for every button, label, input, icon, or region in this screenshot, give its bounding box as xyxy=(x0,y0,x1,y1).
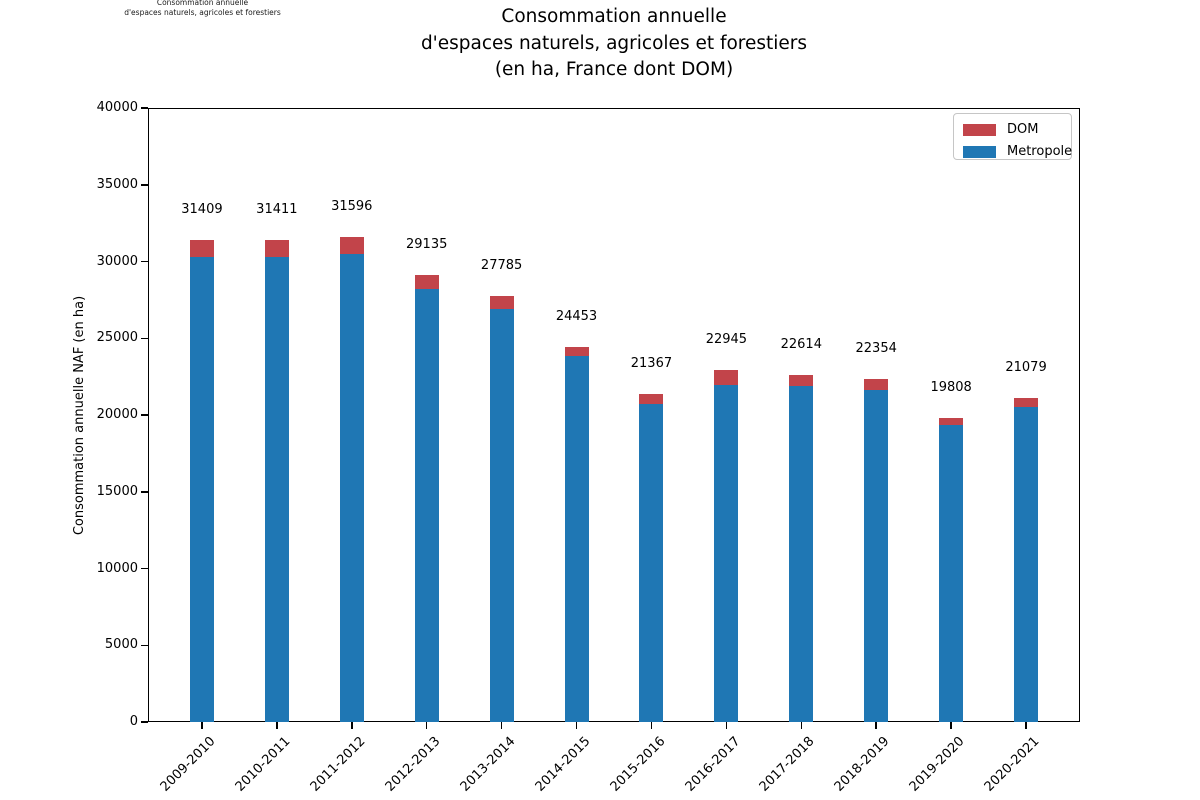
chart-title-line2: d'espaces naturels, agricoles et foresti… xyxy=(420,32,808,54)
ghost-title-line1: Consommation annuelle xyxy=(156,0,249,7)
x-tick-label: 2011-2012 xyxy=(307,734,369,795)
bar-total-label: 22354 xyxy=(855,340,897,356)
bar-segment-metropole xyxy=(264,257,289,722)
bar-segment-metropole xyxy=(639,403,664,722)
bar-total-label: 31596 xyxy=(331,199,373,214)
x-tick xyxy=(500,722,503,729)
bar-total-label: 31409 xyxy=(181,201,223,217)
y-tick-label: 15000 xyxy=(96,483,138,499)
legend-swatch-metropole-icon xyxy=(963,145,996,158)
bar-segment-dom xyxy=(714,369,739,386)
x-tick-label: 2009-2010 xyxy=(157,734,219,795)
ghost-title-line2: d'espaces naturels, agricoles et foresti… xyxy=(124,7,281,17)
x-tick-label: 2017-2018 xyxy=(757,734,818,795)
bar-segment-metropole xyxy=(864,389,889,722)
plot-area xyxy=(148,108,1080,722)
y-tick-label: 35000 xyxy=(96,176,138,192)
y-tick xyxy=(141,414,148,416)
legend-label-dom: DOM xyxy=(1007,121,1039,137)
x-tick xyxy=(650,722,653,729)
bar-total-label: 27785 xyxy=(480,257,523,273)
bar-segment-dom xyxy=(339,237,364,254)
x-tick xyxy=(201,722,203,729)
x-tick xyxy=(425,722,428,729)
x-tick xyxy=(800,722,803,729)
x-tick xyxy=(351,722,353,729)
bar-segment-dom xyxy=(639,394,664,404)
x-tick-label: 2014-2015 xyxy=(532,734,594,795)
bar-total-label: 22614 xyxy=(780,336,822,352)
bar-total-label: 22945 xyxy=(705,331,748,347)
legend-label-metropole: Metropole xyxy=(1007,143,1073,159)
x-tick xyxy=(950,722,952,729)
bar-segment-dom xyxy=(1014,398,1039,407)
bar-total-label: 21367 xyxy=(630,356,673,372)
bar-total-label: 24453 xyxy=(555,308,598,324)
x-tick-label: 2010-2011 xyxy=(232,734,294,795)
bar-segment-metropole xyxy=(414,288,439,722)
bar-segment-dom xyxy=(489,295,514,310)
bar-segment-dom xyxy=(264,239,289,258)
x-tick xyxy=(725,722,728,729)
bar-segment-dom xyxy=(864,378,889,390)
y-tick-label: 0 xyxy=(129,714,138,729)
y-tick xyxy=(141,567,148,570)
x-tick-label: 2020-2021 xyxy=(981,734,1043,795)
bar-total-label: 29135 xyxy=(406,236,448,252)
x-tick-label: 2013-2014 xyxy=(457,734,519,795)
x-tick xyxy=(276,722,278,729)
bar-total-label: 21079 xyxy=(1005,360,1047,376)
bar-segment-metropole xyxy=(339,253,364,722)
ghost-title: Consommation annuelle d'espaces naturels… xyxy=(95,0,310,18)
y-tick xyxy=(141,107,148,109)
y-tick xyxy=(141,337,148,339)
legend-item-metropole: Metropole xyxy=(963,143,1072,160)
bar-segment-metropole xyxy=(189,256,214,722)
bar-segment-dom xyxy=(189,239,214,257)
bar-total-label: 19808 xyxy=(930,379,972,395)
bar-segment-dom xyxy=(414,274,439,289)
y-tick-label: 20000 xyxy=(96,407,138,422)
bar-segment-dom xyxy=(789,374,814,386)
bar-segment-metropole xyxy=(789,385,814,722)
bar-segment-metropole xyxy=(714,385,739,722)
x-tick-label: 2016-2017 xyxy=(682,734,743,795)
y-tick xyxy=(141,260,148,263)
x-tick-label: 2015-2016 xyxy=(607,734,669,795)
x-tick-label: 2012-2013 xyxy=(382,734,444,795)
chart-title-line1: Consommation annuelle xyxy=(501,6,727,27)
chart-title: Consommation annuelle d'espaces naturels… xyxy=(314,4,914,84)
y-tick xyxy=(141,721,148,723)
bar-segment-dom xyxy=(564,346,589,356)
bar-segment-metropole xyxy=(939,425,964,722)
legend-swatch-dom-icon xyxy=(963,123,996,136)
y-tick xyxy=(141,491,148,493)
y-tick xyxy=(141,644,148,646)
y-tick-label: 10000 xyxy=(96,560,138,576)
chart-title-line3: (en ha, France dont DOM) xyxy=(494,59,734,80)
legend: DOM Metropole xyxy=(953,113,1072,160)
y-tick-label: 25000 xyxy=(96,330,138,346)
x-tick xyxy=(1025,722,1027,729)
x-tick-label: 2018-2019 xyxy=(832,734,893,795)
y-tick-label: 40000 xyxy=(96,100,138,115)
y-tick xyxy=(141,184,148,186)
bar-segment-dom xyxy=(939,417,964,426)
x-tick-label: 2019-2020 xyxy=(907,734,968,795)
bar-segment-metropole xyxy=(564,356,589,722)
legend-item-dom: DOM xyxy=(963,121,1062,138)
bar-segment-metropole xyxy=(1014,406,1039,722)
y-tick-label: 5000 xyxy=(104,637,138,653)
x-tick xyxy=(575,722,578,729)
bar-total-label: 31411 xyxy=(256,201,298,217)
x-tick xyxy=(875,722,877,729)
y-tick-label: 30000 xyxy=(96,253,138,269)
bar-segment-metropole xyxy=(489,309,514,722)
